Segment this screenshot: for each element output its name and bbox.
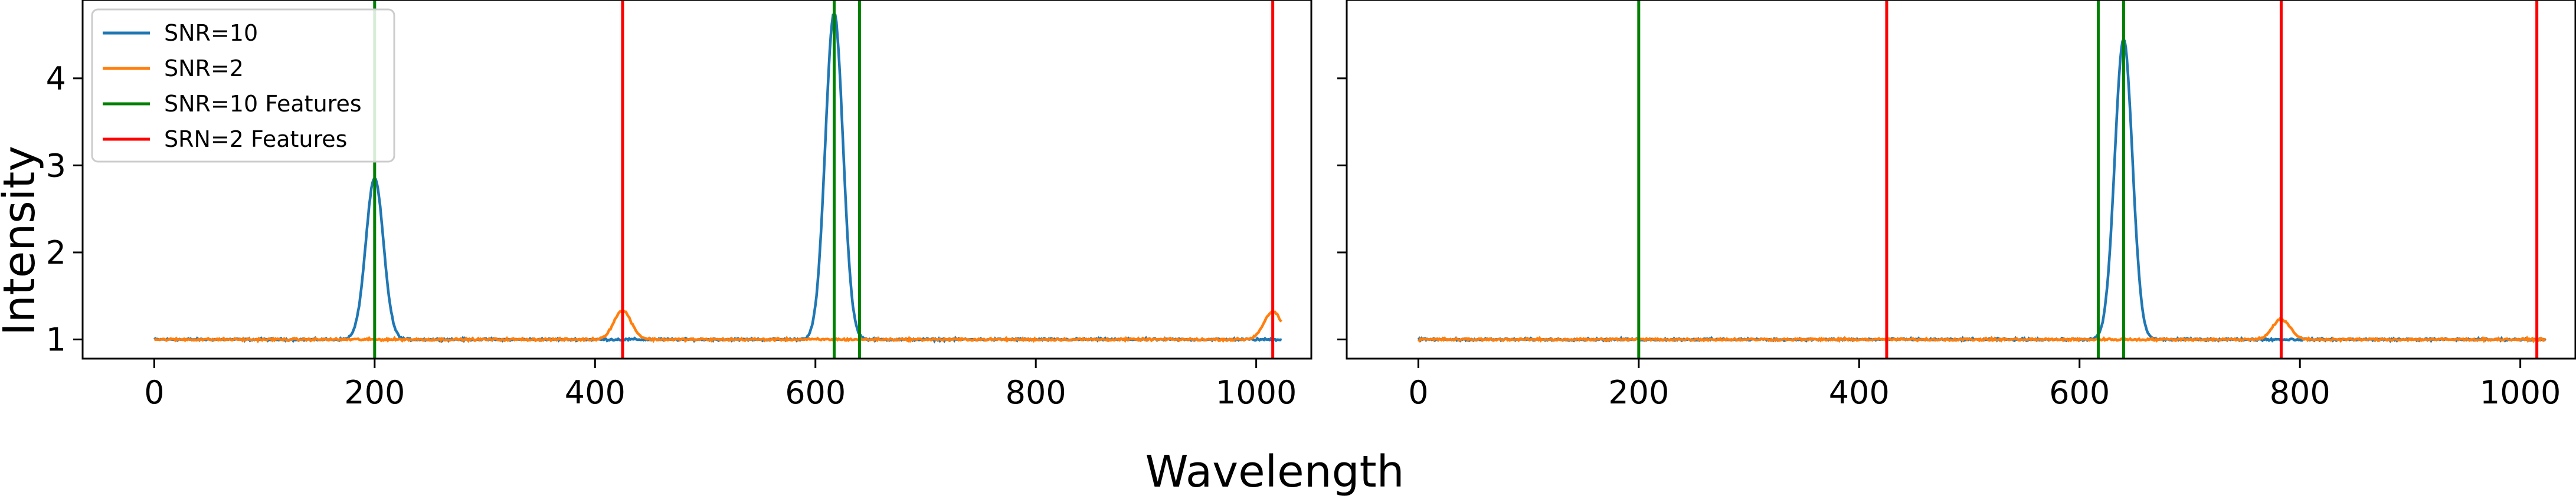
- x-tick-label: 400: [565, 374, 626, 411]
- y-tick-label: 2: [46, 234, 66, 271]
- x-tick-label: 600: [2049, 374, 2110, 411]
- x-tick-label: 0: [144, 374, 164, 411]
- y-tick-label: 1: [46, 321, 66, 359]
- y-tick-label: 4: [46, 60, 66, 97]
- x-tick-label: 0: [1408, 374, 1428, 411]
- plot-area: [1417, 0, 2546, 359]
- x-tick-label: 1000: [1216, 374, 1297, 411]
- x-tick-label: 400: [1829, 374, 1890, 411]
- x-tick-label: 1000: [2480, 374, 2561, 411]
- x-tick-label: 200: [1608, 374, 1669, 411]
- legend-label: SNR=10 Features: [164, 91, 362, 117]
- x-tick-label: 200: [344, 374, 405, 411]
- x-axis-label: Wavelength: [1145, 447, 1405, 497]
- axes-frame: [1346, 0, 2576, 360]
- series-line-snr-2: [1417, 316, 2546, 343]
- legend: SNR=10 SNR=2 SNR=10 Features SRN=2 Features: [91, 8, 395, 163]
- legend-label: SRN=2 Features: [164, 126, 347, 152]
- series-line-snr-10: [1417, 36, 2546, 343]
- x-tick-label: 800: [2270, 374, 2330, 411]
- axes-frame: [81, 0, 1312, 360]
- legend-label: SNR=2: [164, 55, 244, 81]
- right-panel: 0 200 400 600 800 1000: [1337, 0, 2576, 411]
- legend-label: SNR=10: [164, 20, 258, 46]
- y-axis-label: Intensity: [0, 146, 45, 336]
- left-panel: 0 200 400 600 800 1000 1 2 3 4 SNR=10 SNR=2 SNR=10 F…: [46, 0, 1312, 411]
- legend-box: [91, 8, 395, 163]
- x-tick-label: 800: [1006, 374, 1066, 411]
- series-line-snr-2: [153, 309, 1282, 344]
- y-tick-label: 3: [46, 147, 66, 184]
- x-tick-label: 600: [785, 374, 846, 411]
